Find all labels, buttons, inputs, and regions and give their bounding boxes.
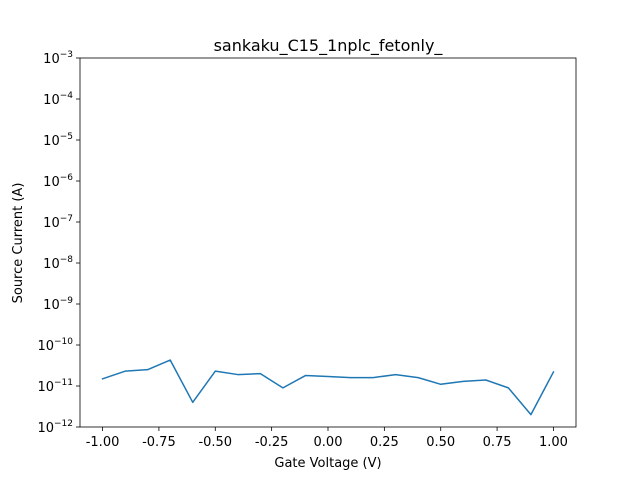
y-tick-label: 10−10	[37, 337, 73, 354]
x-tick-label: 0.50	[426, 435, 455, 450]
x-tick-label: -0.25	[255, 435, 289, 450]
x-tick-label: -0.50	[198, 435, 232, 450]
y-tick-label: 10−4	[43, 91, 73, 108]
x-tick-label: -0.75	[142, 435, 176, 450]
x-tick-label: -1.00	[86, 435, 120, 450]
y-axis-label: Source Current (A)	[11, 183, 26, 304]
x-axis: -1.00 -0.75 -0.50 -0.25 0.00 0.25 0.50 0.75 1.00	[86, 427, 568, 450]
x-tick-label: 1.00	[539, 435, 568, 450]
x-tick-label: 0.00	[314, 435, 343, 450]
y-tick-label: 10−5	[43, 132, 73, 149]
y-tick-label: 10−8	[43, 255, 73, 272]
y-tick-label: 10−3	[43, 50, 73, 67]
x-tick-label: 0.75	[483, 435, 512, 450]
y-tick-label: 10−12	[37, 419, 73, 436]
series-line-0	[101, 359, 555, 416]
y-tick-label: 10−6	[43, 173, 73, 190]
y-tick-label: 10−7	[43, 214, 73, 231]
x-tick-label: 0.25	[370, 435, 399, 450]
x-axis-label: Gate Voltage (V)	[274, 456, 381, 471]
y-axis: 10−12 10−11 10−10 10−9 10−8 10−7 10−6 10−5 10−4 1…	[37, 50, 80, 436]
y-tick-label: 10−9	[43, 296, 73, 313]
y-tick-label: 10−11	[37, 378, 73, 395]
chart-title: sankaku_C15_1nplc_fetonly_	[214, 36, 444, 56]
